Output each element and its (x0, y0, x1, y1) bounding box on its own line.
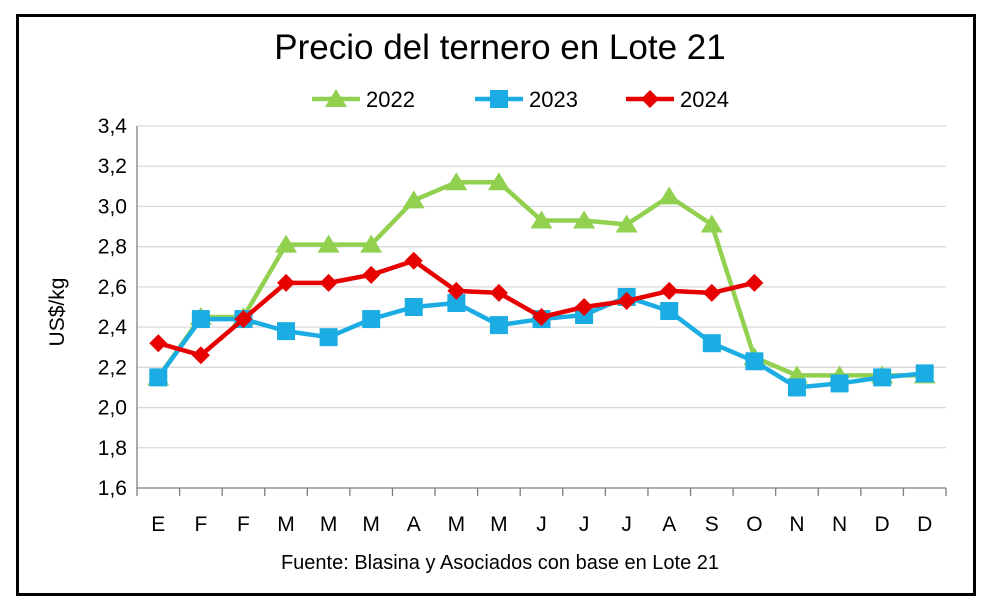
x-tick-label: E (151, 513, 165, 536)
axes (136, 126, 947, 496)
x-tick-label: D (875, 513, 890, 536)
chart-title: Precio del ternero en Lote 21 (274, 28, 726, 67)
data-point-2023 (149, 368, 168, 387)
x-tick-label: N (789, 513, 804, 536)
series-2024 (149, 251, 764, 365)
data-point-2022 (615, 214, 638, 233)
data-point-2024 (575, 298, 594, 316)
y-axis-title: US$/kg (46, 278, 69, 347)
data-point-2022 (402, 190, 425, 209)
series-2022 (147, 172, 936, 386)
legend-label: 2024 (680, 87, 729, 112)
data-point-2023 (660, 302, 679, 321)
x-tick-label: F (237, 513, 250, 536)
x-tick-label: J (536, 513, 547, 536)
legend-marker (641, 90, 659, 108)
data-point-2024 (745, 273, 764, 292)
data-point-2024 (660, 281, 679, 300)
data-point-2023 (873, 368, 892, 387)
data-point-2023 (787, 378, 806, 397)
x-tick-label: A (407, 513, 421, 536)
data-point-2024 (149, 334, 168, 353)
data-point-2022 (445, 172, 468, 191)
y-tick-label: 3,2 (98, 155, 127, 178)
data-point-2022 (360, 234, 383, 253)
data-point-2024 (319, 273, 338, 292)
legend-label: 2023 (529, 87, 578, 112)
data-point-2024 (277, 273, 296, 292)
x-tick-label: J (579, 513, 590, 536)
y-tick-label: 3,0 (98, 195, 127, 218)
data-point-2023 (404, 298, 423, 316)
data-point-2024 (191, 346, 210, 365)
data-point-2024 (234, 310, 253, 329)
y-tick-label: 2,4 (98, 316, 128, 339)
data-point-2022 (700, 214, 723, 233)
x-tick-label: A (662, 513, 676, 536)
x-tick-label: N (832, 513, 847, 536)
data-point-2023 (745, 352, 764, 371)
x-tick-label: J (621, 513, 632, 536)
legend-marker (490, 90, 508, 108)
data-point-2023 (489, 316, 508, 335)
data-point-2023 (362, 310, 381, 329)
legend-label: 2022 (366, 87, 415, 112)
legend-item-2024: 2024 (626, 87, 729, 112)
data-point-2023 (447, 293, 466, 312)
series-group (147, 172, 936, 397)
data-point-2022 (275, 234, 298, 253)
data-point-2023 (319, 328, 338, 347)
y-tick-label: 1,8 (98, 437, 127, 460)
y-axis-ticks: 1,6 1,8 2,0 2,2 2,4 2,6 2,8 3,0 3,2 3,4 (98, 115, 128, 500)
data-point-2024 (362, 265, 381, 284)
legend-item-2023: 2023 (475, 87, 578, 112)
y-tick-label: 2,0 (98, 397, 127, 420)
legend: 2022 2023 2024 (312, 87, 729, 112)
data-point-2022 (573, 210, 596, 229)
source-note: Fuente: Blasina y Asociados con base en … (280, 552, 720, 574)
x-tick-label: F (194, 513, 207, 536)
data-point-2023 (830, 374, 849, 393)
data-point-2024 (702, 283, 721, 302)
y-tick-label: 3,4 (98, 115, 128, 138)
x-tick-label: M (277, 513, 295, 536)
x-tick-label: S (705, 513, 719, 536)
data-point-2023 (702, 334, 721, 353)
x-tick-label: D (917, 513, 932, 536)
x-tick-label: O (746, 513, 762, 536)
data-point-2022 (530, 210, 553, 229)
y-tick-label: 1,6 (98, 477, 127, 500)
x-tick-label: M (320, 513, 338, 536)
data-point-2024 (532, 308, 551, 327)
chart-frame (16, 14, 976, 596)
x-tick-label: M (362, 513, 380, 536)
data-point-2024 (489, 283, 508, 302)
data-point-2024 (447, 281, 466, 300)
gridlines (137, 125, 946, 449)
data-point-2023 (277, 322, 296, 341)
y-tick-label: 2,6 (98, 276, 127, 299)
legend-item-2022: 2022 (312, 87, 415, 112)
x-tick-label: M (448, 513, 466, 536)
data-point-2022 (317, 234, 340, 253)
data-point-2024 (404, 251, 423, 270)
x-tick-label: M (490, 513, 508, 536)
data-point-2022 (658, 186, 681, 205)
data-point-2023 (915, 364, 934, 383)
y-tick-label: 2,2 (98, 356, 127, 379)
y-tick-label: 2,8 (98, 236, 127, 259)
legend-marker (325, 89, 347, 107)
series-2023 (149, 287, 934, 397)
data-point-2023 (191, 310, 210, 329)
data-point-2024 (617, 291, 636, 310)
data-point-2022 (487, 172, 510, 191)
